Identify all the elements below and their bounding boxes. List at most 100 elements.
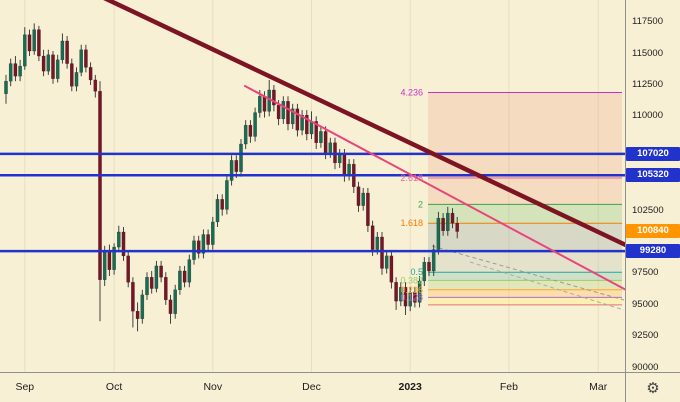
candle-body [446, 212, 450, 231]
candle [436, 211, 441, 255]
candle-body [8, 63, 13, 82]
axis-settings-corner[interactable]: ⚙ [625, 372, 680, 402]
candle [229, 155, 234, 186]
time-axis[interactable]: Sep Oct Nov Dec 2023 Feb Mar [0, 372, 625, 402]
candle [225, 175, 229, 215]
candle-body [84, 49, 88, 68]
candle [220, 194, 225, 216]
candle-body [413, 292, 417, 303]
candle-body [159, 265, 163, 278]
candle-body [243, 124, 248, 145]
candle-body [112, 246, 116, 270]
price-line-badge[interactable]: 105320 [626, 168, 680, 183]
candle-body [163, 277, 168, 301]
candle [309, 111, 314, 139]
current-price-badge[interactable]: 100840 [626, 224, 680, 239]
candle-body [408, 292, 413, 307]
candle-body [272, 89, 276, 106]
downtrend-minor[interactable] [244, 85, 625, 292]
candle [178, 265, 182, 295]
candle-body [65, 40, 69, 64]
dashed-trendline[interactable] [431, 245, 625, 301]
trendlines-layer[interactable] [100, 0, 625, 292]
x-axis-tick: Feb [499, 381, 518, 393]
candle [140, 289, 145, 324]
candle-body [262, 96, 267, 112]
candle-body [116, 231, 121, 248]
candle-body [187, 259, 192, 283]
fib-level-label: 0.128 [400, 292, 423, 302]
candle [93, 74, 98, 98]
candle [84, 44, 88, 73]
candle-body [380, 236, 384, 269]
candle [337, 149, 342, 168]
candle-body [4, 80, 8, 94]
candle-body [366, 192, 370, 226]
candle [366, 188, 370, 232]
candle [88, 62, 93, 85]
candle-body [455, 222, 460, 232]
candle [159, 260, 163, 283]
candle [121, 226, 126, 261]
candle [394, 277, 398, 310]
horizontal-lines-layer[interactable] [0, 152, 625, 253]
candle [201, 229, 206, 259]
candle-body [27, 34, 32, 52]
candle [300, 110, 304, 136]
candle [65, 35, 69, 69]
candle-body [286, 101, 290, 125]
candle [154, 260, 159, 293]
y-axis-tick: 112500 [632, 78, 663, 90]
candle-body [215, 199, 220, 223]
grid-layer [24, 0, 599, 372]
candle [413, 287, 417, 308]
dashed-trendline[interactable] [469, 261, 625, 311]
candle-body [13, 63, 18, 77]
candle-body [182, 270, 187, 283]
candle-body [399, 287, 403, 302]
candle [422, 257, 427, 287]
candle [145, 272, 149, 300]
candle [314, 116, 319, 150]
price-line-badge[interactable]: 99280 [626, 244, 680, 259]
candle-body [154, 265, 159, 289]
candle [215, 194, 220, 227]
candle [417, 275, 422, 308]
fib-zone [428, 272, 622, 281]
candle [116, 225, 121, 253]
candle-body [60, 40, 65, 61]
y-axis-tick: 102500 [632, 204, 664, 216]
candle-body [41, 55, 46, 72]
fib-levels-layer[interactable] [428, 91, 622, 306]
candle [74, 67, 79, 92]
price-axis[interactable]: 117500 115000 112500 110000 102500 97500 95000… [625, 0, 680, 372]
candle [455, 216, 460, 239]
downtrend-major[interactable] [100, 0, 625, 248]
fib-zone [428, 280, 622, 290]
candle-body [126, 255, 130, 283]
x-axis-tick: Dec [302, 381, 321, 393]
candle-body [253, 112, 257, 137]
dashed-lines-layer[interactable] [431, 245, 625, 311]
candle-body [403, 287, 408, 307]
candle [305, 110, 309, 141]
candle [210, 216, 215, 250]
price-line-badge[interactable]: 107020 [626, 146, 680, 161]
candle-body [431, 249, 436, 272]
chart-plot-area[interactable]: 4.236 2.618 2 1.618 0.5 0.382 0.236 0.128 [0, 0, 625, 372]
candle [27, 29, 32, 57]
candle-body [248, 124, 253, 137]
candle [239, 138, 243, 177]
candle [450, 208, 455, 229]
candle-body [361, 192, 366, 206]
candle-body [450, 212, 455, 224]
candle [8, 58, 13, 87]
candle [384, 250, 389, 274]
candle [319, 126, 323, 148]
gear-icon[interactable]: ⚙ [646, 379, 660, 397]
y-axis-tick: 97500 [632, 267, 659, 279]
candle-body [168, 299, 173, 314]
candle-body [276, 104, 281, 120]
candle-body [305, 114, 309, 135]
